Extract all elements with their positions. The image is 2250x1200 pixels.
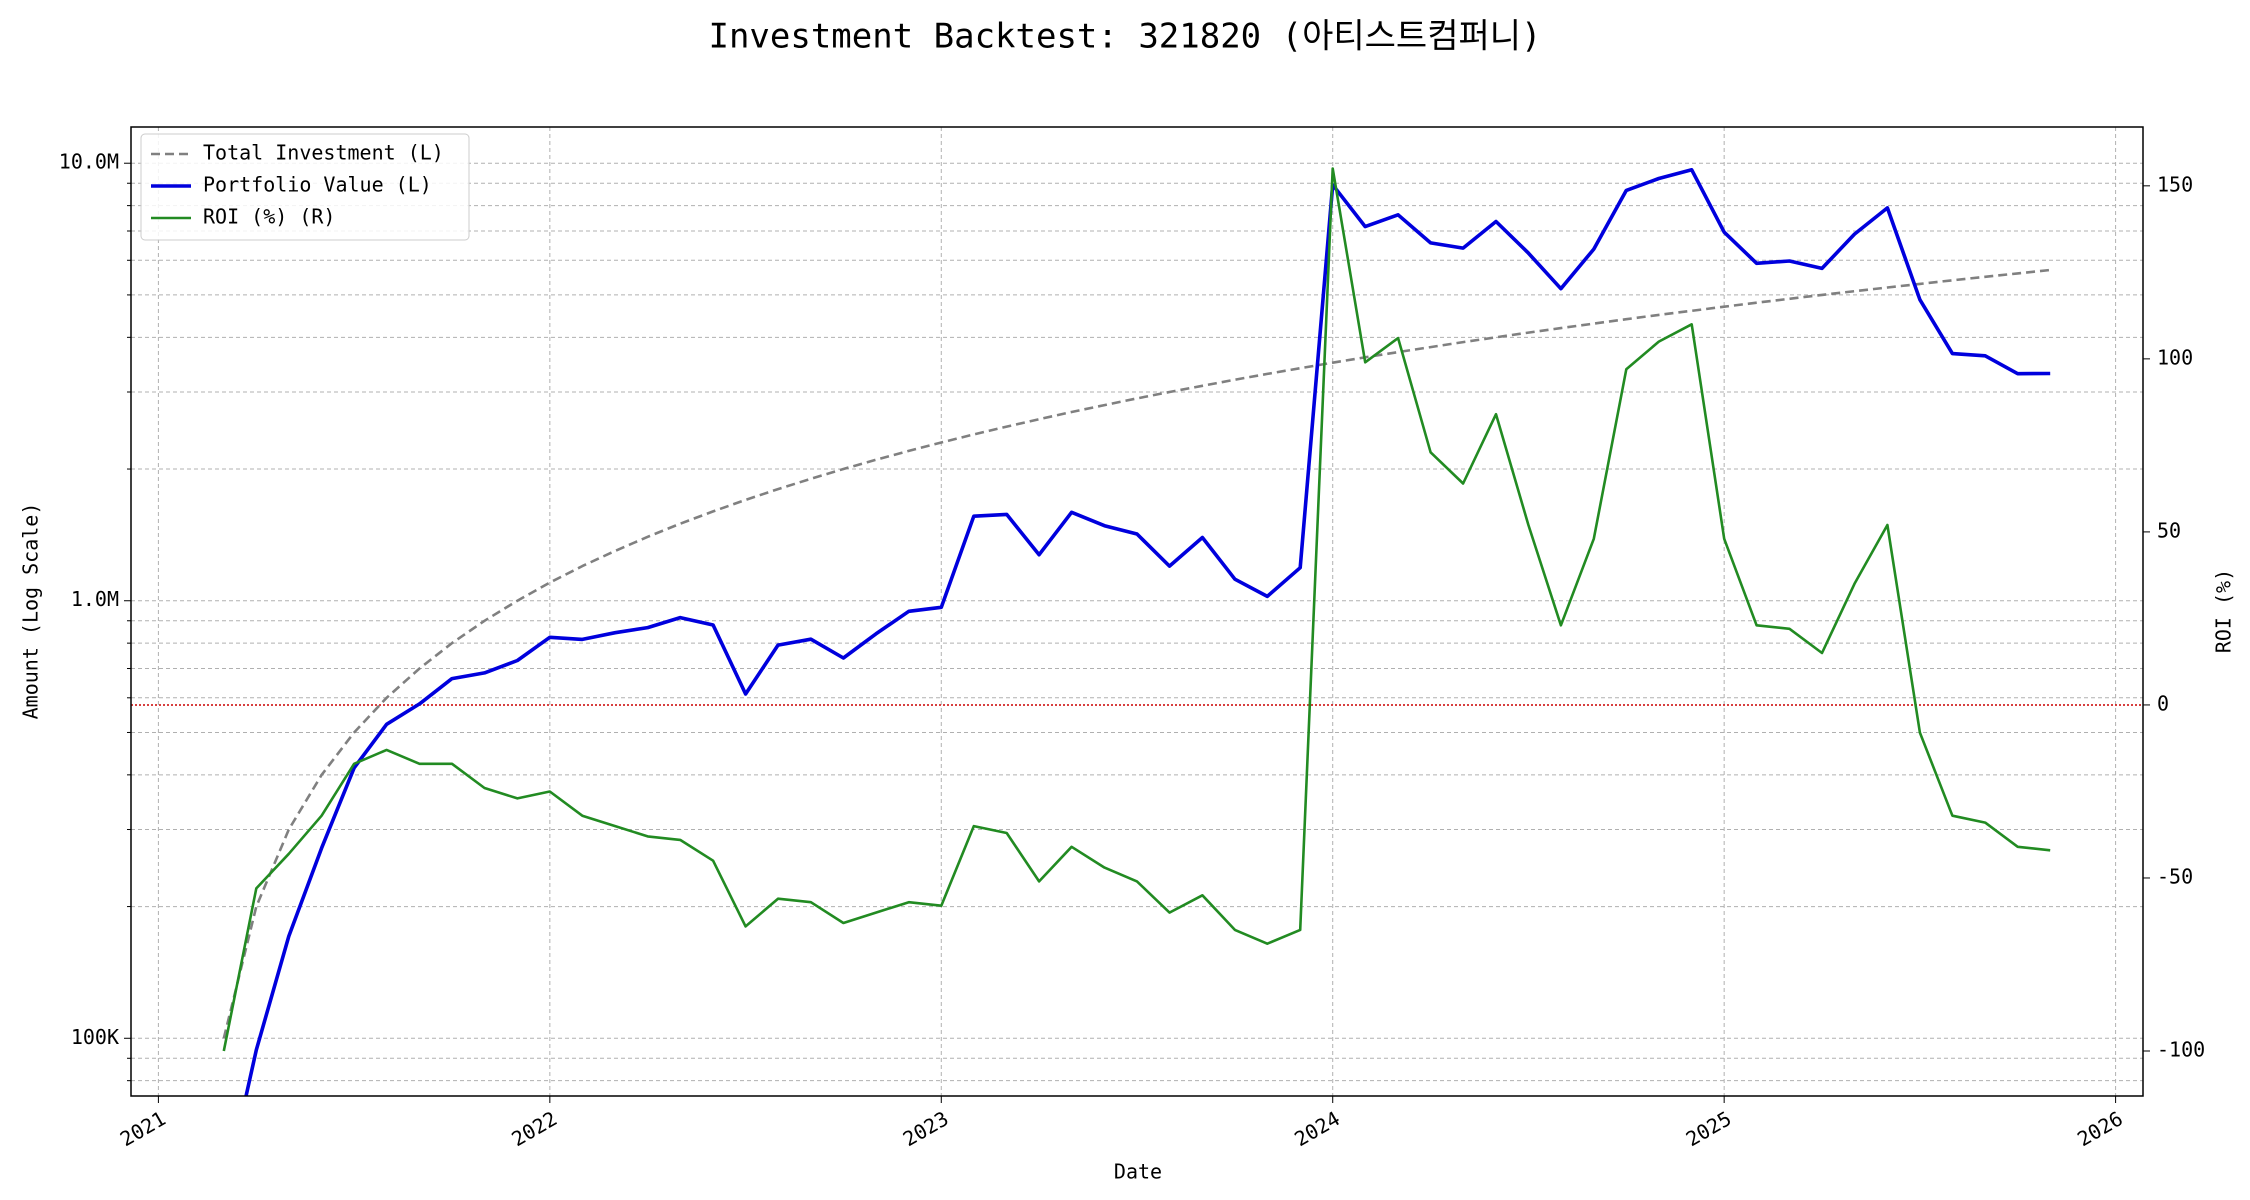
legend-box	[140, 133, 470, 241]
series-line	[244, 168, 2051, 1096]
y2-tick-label: -50	[2157, 864, 2193, 888]
series-line	[222, 167, 2051, 1052]
legend-label: Portfolio Value (L)	[203, 173, 432, 197]
y2-tick-label: 50	[2157, 518, 2181, 542]
x-axis-label: Date	[1114, 1160, 1162, 1184]
y2-axis-label: ROI (%)	[2212, 569, 2236, 653]
y2-tick-label: 100	[2157, 345, 2193, 369]
x-tick-label: 2024	[1290, 1106, 1344, 1151]
y2-tick-label: 150	[2157, 172, 2193, 196]
y2-tick-label: -100	[2157, 1038, 2205, 1062]
chart-title: Investment Backtest: 321820 (아티스트컴퍼니)	[708, 17, 1541, 57]
x-tick-label: 2021	[116, 1106, 170, 1151]
y-tick-label: 100K	[71, 1025, 119, 1049]
x-tick-label: 2023	[899, 1106, 953, 1151]
legend-label: Total Investment (L)	[203, 141, 444, 165]
y-axis-label: Amount (Log Scale)	[19, 503, 43, 720]
plot-frame	[130, 126, 2144, 1097]
plot-area	[222, 167, 2051, 1096]
y-tick-label: 10.0M	[59, 150, 119, 174]
legend-label: ROI (%) (R)	[203, 205, 335, 229]
y2-tick-label: 0	[2157, 691, 2169, 715]
x-tick-label: 2025	[1682, 1106, 1736, 1151]
y-tick-label: 1.0M	[71, 587, 119, 611]
x-tick-label: 2022	[507, 1106, 561, 1151]
x-tick-label: 2026	[2073, 1106, 2127, 1151]
series-line	[222, 268, 2051, 1039]
